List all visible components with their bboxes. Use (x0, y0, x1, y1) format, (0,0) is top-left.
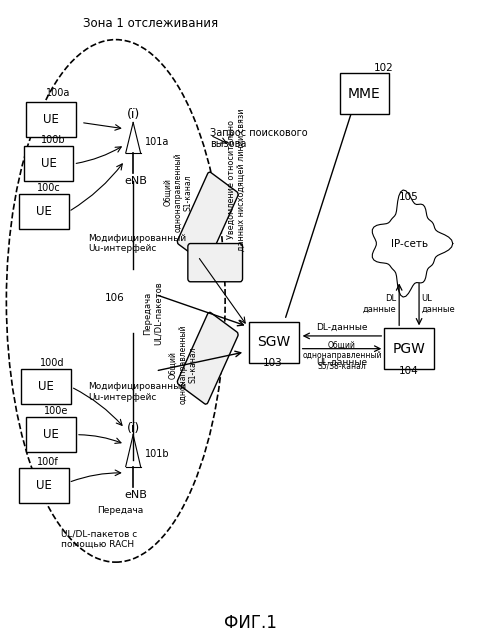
Polygon shape (372, 190, 452, 297)
Text: Модифицированный
Uu-интерфейс: Модифицированный Uu-интерфейс (88, 234, 186, 253)
Text: 102: 102 (374, 63, 394, 73)
Text: UE: UE (40, 157, 56, 170)
Text: 100c: 100c (37, 182, 61, 193)
Text: DL-данные: DL-данные (316, 323, 368, 332)
Text: 104: 104 (399, 366, 419, 376)
Text: 100b: 100b (41, 135, 66, 145)
FancyBboxPatch shape (19, 194, 68, 229)
Text: 106: 106 (105, 292, 124, 303)
Text: 101a: 101a (144, 136, 169, 147)
FancyBboxPatch shape (178, 172, 238, 264)
Text: (ï): (ï) (126, 108, 140, 122)
FancyBboxPatch shape (19, 468, 68, 503)
Text: DL
данные: DL данные (363, 294, 396, 314)
Text: UE: UE (36, 479, 52, 492)
FancyBboxPatch shape (384, 328, 434, 369)
Text: UL-данные: UL-данные (316, 358, 368, 367)
Text: Запрос поискового
вызова: Запрос поискового вызова (210, 127, 308, 149)
FancyBboxPatch shape (24, 147, 74, 181)
Text: 100d: 100d (40, 358, 64, 368)
Text: eNB: eNB (124, 176, 147, 186)
Text: 100e: 100e (44, 406, 68, 415)
Text: PGW: PGW (392, 342, 426, 356)
Text: Общий
однонаправленный
S1-канал: Общий однонаправленный S1-канал (163, 153, 193, 232)
FancyBboxPatch shape (249, 321, 298, 363)
Text: (ï): (ï) (126, 422, 140, 435)
Text: Общий
однонаправленный
S1-канал: Общий однонаправленный S1-канал (168, 325, 198, 404)
Text: Модифицированный
Uu-интерфейс: Модифицированный Uu-интерфейс (88, 383, 186, 402)
Text: SGW: SGW (257, 335, 290, 349)
Text: Зона 1 отслеживания: Зона 1 отслеживания (83, 17, 218, 30)
FancyBboxPatch shape (178, 312, 238, 404)
Text: UE: UE (38, 380, 54, 394)
Text: UE: UE (43, 428, 59, 441)
Text: 103: 103 (262, 358, 282, 368)
Text: UL/DL-пакетов с
помощью RACH: UL/DL-пакетов с помощью RACH (61, 529, 138, 548)
Text: 105: 105 (399, 192, 419, 202)
FancyBboxPatch shape (26, 417, 76, 452)
Text: MME: MME (348, 87, 380, 100)
Text: 100f: 100f (37, 456, 59, 467)
Text: IP-сеть: IP-сеть (390, 239, 428, 248)
Text: UL
данные: UL данные (422, 294, 456, 314)
Text: Общий
однонаправленный
S5/S8-канал: Общий однонаправленный S5/S8-канал (302, 340, 382, 370)
Text: 101b: 101b (144, 449, 169, 459)
Text: Передача
UL/DL-пакетов: Передача UL/DL-пакетов (144, 282, 163, 346)
FancyBboxPatch shape (188, 244, 242, 282)
Text: UE: UE (43, 113, 59, 126)
FancyBboxPatch shape (340, 73, 389, 115)
FancyBboxPatch shape (26, 102, 76, 137)
Text: Уведомление относительно
данных нисходящей линии связи: Уведомление относительно данных нисходящ… (226, 109, 246, 251)
Text: ФИГ.1: ФИГ.1 (224, 614, 276, 632)
Text: 100a: 100a (46, 88, 70, 99)
Text: UE: UE (36, 205, 52, 218)
FancyBboxPatch shape (22, 369, 71, 404)
Text: eNB: eNB (124, 490, 147, 500)
Text: Передача: Передача (97, 506, 143, 515)
